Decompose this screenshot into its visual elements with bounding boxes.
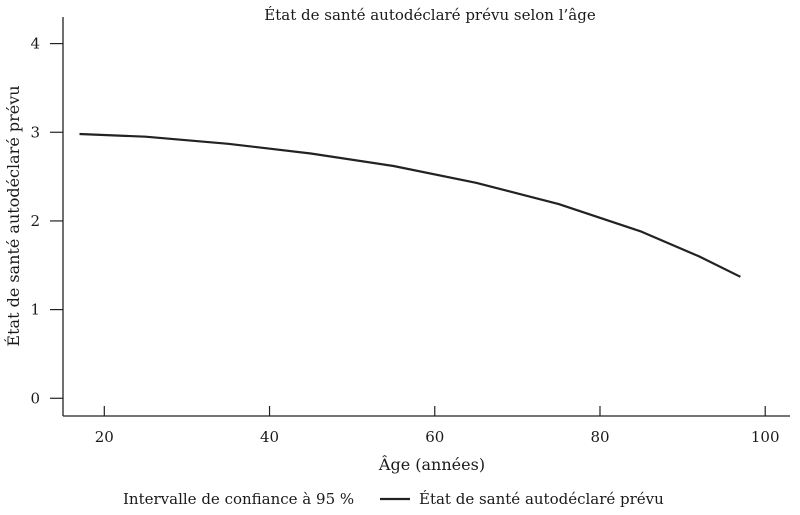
x-tick-label: 20 — [95, 428, 114, 446]
x-axis-label: Âge (années) — [378, 454, 485, 474]
x-ticks: 20 40 60 80 100 — [95, 406, 780, 446]
legend-ci-label: Intervalle de confiance à 95 % — [123, 490, 354, 508]
legend-line-label: État de santé autodéclaré prévu — [419, 490, 664, 508]
y-tick-label: 1 — [30, 301, 40, 319]
y-tick-label: 3 — [30, 123, 40, 141]
series-layer — [79, 132, 741, 278]
x-tick-label: 60 — [425, 428, 444, 446]
x-tick-label: 80 — [590, 428, 609, 446]
x-tick-label: 40 — [260, 428, 279, 446]
y-tick-label: 4 — [30, 35, 40, 53]
legend: Intervalle de confiance à 95 % État de s… — [123, 490, 664, 508]
series-line — [79, 132, 741, 278]
y-tick-label: 2 — [30, 212, 40, 230]
x-tick-label: 100 — [751, 428, 780, 446]
y-tick-label: 0 — [30, 389, 40, 407]
y-ticks: 0 1 2 3 4 — [30, 35, 63, 407]
chart-title: État de santé autodéclaré prévu selon l’… — [264, 6, 596, 24]
y-axis-label: État de santé autodéclaré prévu — [3, 85, 23, 346]
